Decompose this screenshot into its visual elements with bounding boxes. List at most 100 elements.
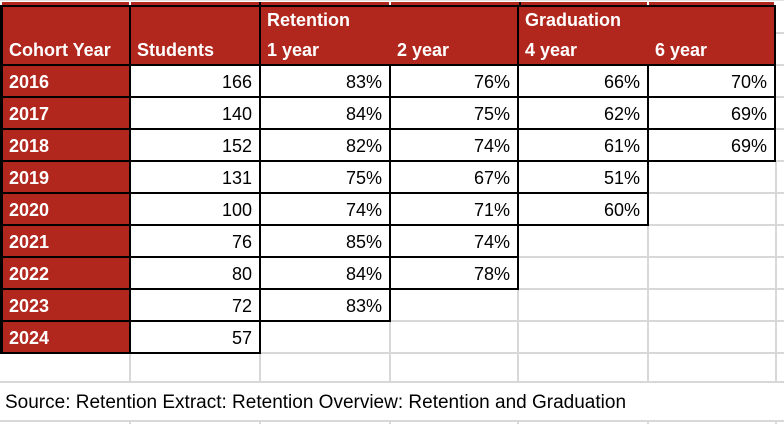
grid-line [0,420,784,422]
cell-graduation-4yr[interactable]: 62% [519,98,647,130]
grid-line [129,2,131,5]
grid-line [776,64,784,66]
cell-graduation-6yr[interactable]: 70% [649,66,774,98]
table-row: 2023 72 83% [0,290,784,322]
cell-students[interactable]: 72 [131,290,259,322]
header-cell-retention-group[interactable]: Retention [267,9,350,30]
cell-graduation-4yr[interactable]: 66% [519,66,647,98]
cell-graduation-6yr[interactable] [649,258,774,290]
source-note-cell[interactable]: Source: Retention Extract: Retention Ove… [0,383,784,422]
cell-students[interactable]: 166 [131,66,259,98]
header-cell-retention-2yr[interactable]: 2 year [397,40,450,60]
border-line [0,5,776,7]
cell-retention-1yr[interactable]: 83% [261,290,389,322]
cell-students[interactable]: 140 [131,98,259,130]
cell-cohort-year[interactable]: 2019 [3,162,129,194]
cell-graduation-6yr[interactable] [649,162,774,194]
cell-cohort-year[interactable]: 2024 [3,322,129,354]
grid-line [518,256,784,258]
cell-cohort-year[interactable]: 2017 [3,98,129,130]
grid-line [260,352,784,354]
header-cell-retention-1yr[interactable]: 1 year [267,40,320,60]
row-above-sliver [0,0,784,1]
cell-retention-2yr[interactable]: 74% [391,130,517,162]
cell-students[interactable]: 80 [131,258,259,290]
empty-row [0,354,784,381]
cell-cohort-year[interactable]: 2021 [3,226,129,258]
cell-cohort-year[interactable]: 2020 [3,194,129,226]
cell-cohort-year[interactable]: 2023 [3,290,129,322]
cell-graduation-6yr[interactable] [649,194,774,226]
border-line [259,7,261,354]
table-row: 2018 152 82% 74% 61% 69% [0,130,784,162]
cell-retention-1yr[interactable]: 75% [261,162,389,194]
cell-students[interactable]: 131 [131,162,259,194]
cell-students[interactable]: 152 [131,130,259,162]
cell-retention-1yr[interactable]: 84% [261,258,389,290]
header-cell-cohort-year[interactable]: Cohort Year [9,40,111,60]
header-cell-graduation-group[interactable]: Graduation [525,9,622,30]
cell-retention-2yr[interactable]: 76% [391,66,517,98]
cell-graduation-4yr[interactable]: 60% [519,194,647,226]
grid-line [389,322,391,381]
cell-retention-1yr[interactable]: 85% [261,226,389,258]
cell-cohort-year[interactable]: 2022 [3,258,129,290]
cell-students[interactable]: 100 [131,194,259,226]
cell-graduation-6yr[interactable] [649,226,774,258]
table-row: 2020 100 74% 71% 60% [0,194,784,226]
grid-line [259,421,261,424]
cell-retention-2yr[interactable]: 67% [391,162,517,194]
grid-line [647,226,649,381]
border-line [647,64,649,226]
border-line [0,128,776,130]
border-line [0,64,776,66]
header-cell-graduation-4yr[interactable]: 4 year [525,40,578,60]
table-row: 2021 76 85% 74% [0,226,784,258]
grid-line [518,288,784,290]
cell-retention-1yr[interactable]: 84% [261,98,389,130]
cell-graduation-4yr[interactable] [519,290,647,322]
cell-graduation-4yr[interactable]: 51% [519,162,647,194]
grid-line [0,381,784,383]
cell-graduation-6yr[interactable] [649,322,774,354]
border-line [774,5,776,162]
grid-line [389,2,391,5]
cell-retention-2yr[interactable]: 71% [391,194,517,226]
border-line [0,96,776,98]
cell-graduation-6yr[interactable]: 69% [649,130,774,162]
cell-retention-1yr[interactable] [261,322,389,354]
cell-graduation-4yr[interactable] [519,226,647,258]
cell-retention-1yr[interactable]: 82% [261,130,389,162]
border-line [517,7,519,290]
grid-line [776,160,784,162]
cell-retention-1yr[interactable]: 74% [261,194,389,226]
cell-students[interactable]: 57 [131,322,259,354]
cell-retention-1yr[interactable]: 83% [261,66,389,98]
cell-retention-2yr[interactable]: 75% [391,98,517,130]
cell-cohort-year[interactable]: 2018 [3,130,129,162]
cell-graduation-6yr[interactable] [649,290,774,322]
table-header-block [3,7,774,64]
grid-line [517,290,519,381]
cell-students[interactable]: 76 [131,226,259,258]
cell-retention-2yr[interactable] [391,322,517,354]
cell-graduation-4yr[interactable] [519,322,647,354]
grid-line [647,421,649,424]
header-cell-graduation-6yr[interactable]: 6 year [655,40,708,60]
cell-graduation-4yr[interactable]: 61% [519,130,647,162]
cell-retention-2yr[interactable]: 78% [391,258,517,290]
table-row: 2022 80 84% 78% [0,258,784,290]
table-row: 2024 57 [0,322,784,354]
header-cell-students[interactable]: Students [137,40,215,60]
grid-line [129,421,131,424]
table-row: 2019 131 75% 67% 51% [0,162,784,194]
grid-line [776,96,784,98]
cell-graduation-6yr[interactable]: 69% [649,98,774,130]
table-row: 2016 166 83% 76% 66% 70% [0,66,784,98]
border-line [0,192,648,194]
cell-graduation-4yr[interactable] [519,258,647,290]
cell-retention-2yr[interactable]: 74% [391,226,517,258]
cell-retention-2yr[interactable] [391,290,517,322]
cell-cohort-year[interactable]: 2016 [3,66,129,98]
